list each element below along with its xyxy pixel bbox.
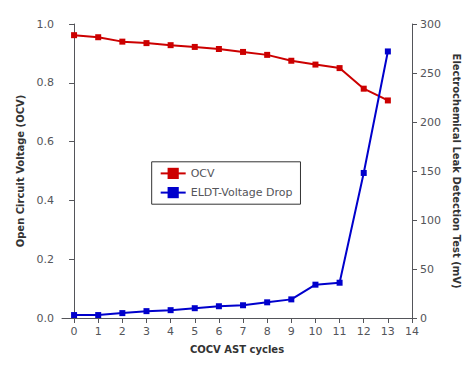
- svg-text:6: 6: [215, 325, 222, 338]
- svg-text:250: 250: [420, 67, 441, 80]
- svg-text:0.2: 0.2: [37, 253, 55, 266]
- svg-text:100: 100: [420, 214, 441, 227]
- svg-text:Open Circuit Voltage (OCV): Open Circuit Voltage (OCV): [15, 95, 26, 248]
- svg-text:3: 3: [143, 325, 150, 338]
- svg-text:150: 150: [420, 165, 441, 178]
- svg-text:0: 0: [71, 325, 78, 338]
- svg-text:COCV AST cycles: COCV AST cycles: [190, 344, 284, 355]
- svg-text:ELDT-Voltage Drop: ELDT-Voltage Drop: [191, 186, 293, 199]
- svg-text:10: 10: [308, 325, 322, 338]
- svg-text:0.6: 0.6: [37, 135, 55, 148]
- svg-text:0.8: 0.8: [37, 76, 55, 89]
- svg-text:1: 1: [95, 325, 102, 338]
- svg-text:300: 300: [420, 18, 441, 31]
- svg-text:9: 9: [288, 325, 295, 338]
- svg-text:14: 14: [405, 325, 419, 338]
- svg-text:200: 200: [420, 116, 441, 129]
- svg-text:2: 2: [119, 325, 126, 338]
- svg-text:8: 8: [264, 325, 271, 338]
- svg-text:50: 50: [420, 263, 434, 276]
- svg-text:4: 4: [167, 325, 174, 338]
- svg-text:Electrochemical Leak Detection: Electrochemical Leak Detection Test (mV): [451, 54, 462, 289]
- svg-text:7: 7: [240, 325, 247, 338]
- svg-text:5: 5: [191, 325, 198, 338]
- svg-text:1.0: 1.0: [37, 18, 55, 31]
- svg-text:0.0: 0.0: [37, 312, 55, 325]
- svg-text:13: 13: [381, 325, 395, 338]
- svg-text:0: 0: [420, 312, 427, 325]
- svg-text:OCV: OCV: [191, 167, 215, 180]
- svg-text:11: 11: [333, 325, 347, 338]
- svg-text:0.4: 0.4: [37, 194, 55, 207]
- svg-text:12: 12: [357, 325, 371, 338]
